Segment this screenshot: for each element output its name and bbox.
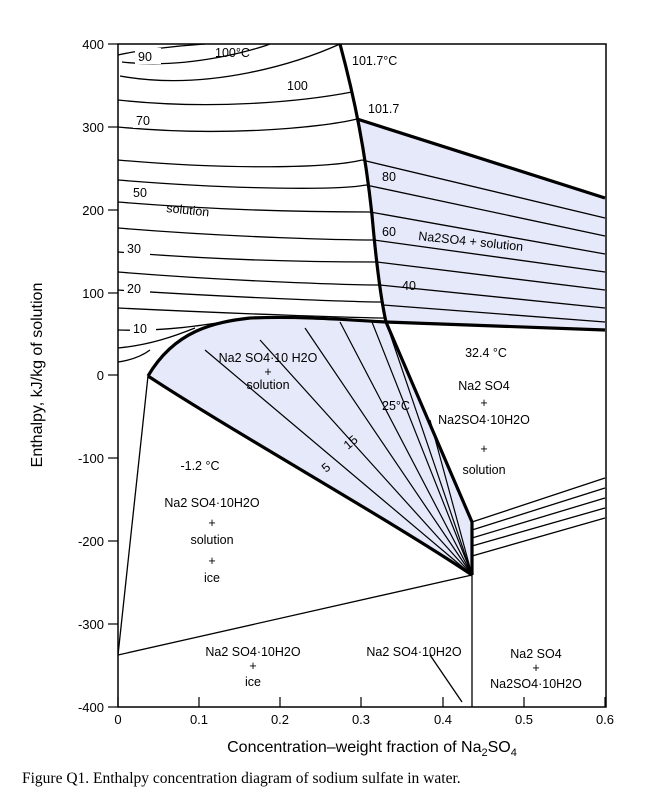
y-tick-label: 0: [97, 368, 104, 383]
thick-phase-boundaries: [146, 43, 606, 577]
lower-right-lines: [471, 477, 606, 557]
isotherm-label-100: 100: [287, 79, 308, 93]
y-axis-title: Enthalpy, kJ/kg of solution: [29, 283, 46, 468]
region-label-solution: solution: [166, 201, 210, 219]
region-decahydrate-solution-line3: solution: [246, 378, 289, 392]
isotherm-label-80: 80: [382, 170, 396, 184]
isotherm-label-40: 40: [402, 279, 416, 293]
x-ticks: [117, 697, 606, 707]
region-three-phase-line2: +: [480, 396, 487, 410]
shaded-region-anhydrous-solution: [357, 119, 605, 330]
region-eutectic-line1: Na2 SO4·10H2O: [164, 496, 259, 510]
region-eutectic-line4: +: [208, 554, 215, 568]
region-three-phase-line5: solution: [462, 463, 505, 477]
isotherm-label-90: 90: [138, 50, 152, 64]
x-axis-title-main: Concentration–weight fraction of Na: [227, 739, 481, 756]
region-three-phase-line4: +: [480, 442, 487, 456]
y-tick-label: -400: [78, 700, 104, 715]
region-decahydrate-ice-line3: ice: [245, 675, 261, 689]
y-tick-label: -200: [78, 534, 104, 549]
region-eutectic-line3: solution: [190, 533, 233, 547]
x-axis-title-sub2: 4: [511, 747, 517, 759]
region-decahydrate-solution-line2: +: [264, 365, 271, 379]
x-tick-label: 0.6: [596, 712, 614, 727]
anhydrous-isotherms: [361, 159, 606, 323]
decahydrate-tie-lines: [204, 321, 473, 576]
shaded-region-decahydrate-solution: [148, 318, 472, 575]
region-labels: Na2 SO4·10 H2O + solution 32.4 °C Na2 SO…: [164, 346, 582, 691]
region-three-phase-line3: Na2SO4·10H2O: [438, 413, 530, 427]
y-tick-label: 100: [82, 286, 104, 301]
isotherm-label-70: 70: [136, 114, 150, 128]
isotherm-label-60: 60: [382, 225, 396, 239]
region-decahydrate-ice-line2: +: [249, 659, 256, 673]
region-decahydrate-solution-line1: Na2 SO4·10 H2O: [219, 351, 318, 365]
y-tick-label: -300: [78, 617, 104, 632]
isotherm-label-25c: 25°C: [382, 399, 410, 413]
y-tick-label: 200: [82, 203, 104, 218]
isotherm-label-100c: 100°C: [215, 46, 250, 60]
region-decahydrate: Na2 SO4·10H2O: [366, 645, 461, 659]
region-eutectic-line2: +: [208, 516, 215, 530]
x-axis-title-sub: 2: [482, 747, 488, 759]
isotherm-label-20: 20: [127, 282, 141, 296]
isotherm-label-50: 50: [133, 186, 147, 200]
x-tick-label: 0.2: [271, 712, 289, 727]
y-tick-label: 400: [82, 37, 104, 52]
y-tick-label: 300: [82, 120, 104, 135]
x-axis-title-end: SO: [488, 739, 511, 756]
x-axis-title: Concentration–weight fraction of Na2SO4: [227, 739, 517, 759]
region-na2so4-decahydrate-line3: Na2SO4·10H2O: [490, 677, 582, 691]
region-temp-32-4: 32.4 °C: [465, 346, 507, 360]
region-decahydrate-ice-line1: Na2 SO4·10H2O: [205, 645, 300, 659]
region-eutectic-line5: ice: [204, 571, 220, 585]
y-ticks: [108, 43, 118, 708]
solution-isotherms: [117, 43, 385, 363]
x-tick-label: 0: [114, 712, 121, 727]
y-tick-label: -100: [78, 451, 104, 466]
thin-phase-lines: [117, 375, 473, 707]
isotherm-label-30: 30: [127, 242, 141, 256]
x-tick-label: 0.5: [515, 712, 533, 727]
figure-caption: Figure Q1. Enthalpy concentration diagra…: [22, 770, 461, 787]
region-na2so4-decahydrate-line2: +: [532, 661, 539, 675]
x-tick-label: 0.4: [434, 712, 452, 727]
region-three-phase-line1: Na2 SO4: [458, 379, 509, 393]
region-temp-minus-1-2: -1.2 °C: [180, 459, 219, 473]
x-tick-label: 0.1: [190, 712, 208, 727]
isotherm-label-101-7: 101.7: [368, 102, 399, 116]
enthalpy-concentration-diagram: 400 300 200 100 0 -100 -200 -300 -400 0 …: [29, 37, 614, 759]
x-tick-label: 0.3: [352, 712, 370, 727]
region-na2so4-decahydrate-line1: Na2 SO4: [510, 647, 561, 661]
isotherm-label-101-7c: 101.7°C: [352, 54, 397, 68]
isotherm-label-10: 10: [133, 322, 147, 336]
